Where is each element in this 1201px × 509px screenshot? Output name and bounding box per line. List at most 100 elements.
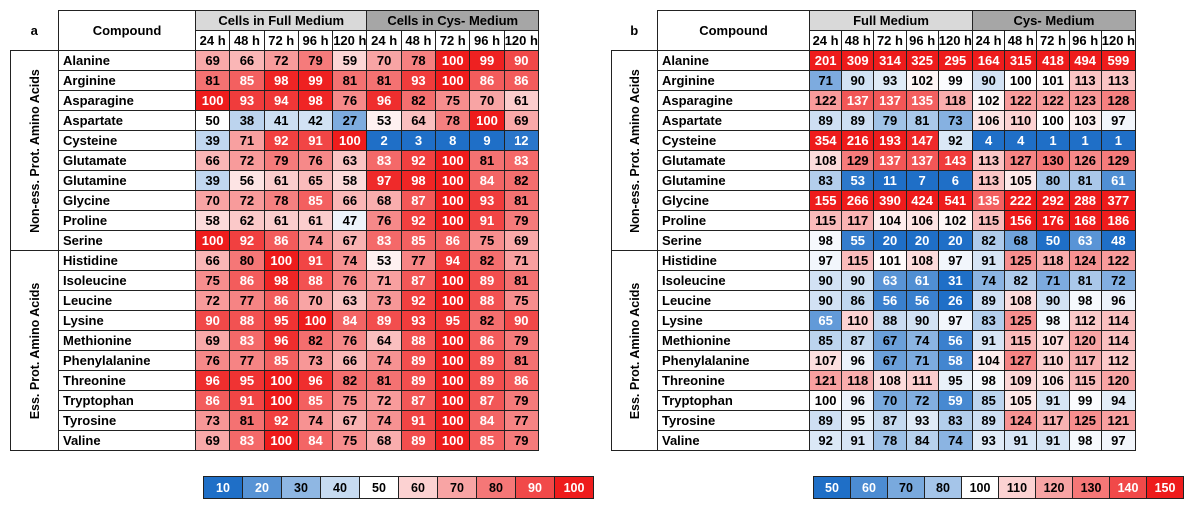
heatmap-cell: 115 (841, 250, 875, 271)
heatmap-cell: 96 (366, 90, 402, 111)
heatmap-cell: 95 (435, 310, 471, 331)
heatmap-cell: 78 (873, 430, 907, 451)
heatmap-cell: 72 (229, 190, 265, 211)
compound-name: Glycine (58, 190, 196, 211)
table-row: Aspartate 89 89 79 81 73 106 110 100 103 97 (612, 110, 1137, 131)
heatmap-cell: 93 (400, 310, 437, 331)
heatmap-cell: 100 (808, 390, 843, 411)
heatmap-cell: 70 (194, 190, 231, 211)
compound-name: Proline (58, 210, 196, 231)
category-label-wrap: Non-ess. Prot. Amino Acids (613, 52, 657, 250)
heatmap-cell: 110 (841, 310, 875, 331)
heatmap-cell: 89 (971, 410, 1006, 431)
heatmap-cell: 81 (366, 370, 402, 391)
heatmap-cell: 98 (263, 270, 299, 291)
table-row: Non-ess. Prot. Amino Acids Alanine 69 66 72 7… (10, 50, 539, 251)
heatmap-cell: 129 (841, 150, 875, 171)
heatmap-cell: 113 (1068, 70, 1102, 91)
time-header: 96 h (469, 30, 505, 51)
heatmap-cell: 147 (905, 130, 939, 151)
compound-name: Glycine (657, 190, 810, 211)
heatmap-cell: 97 (937, 310, 974, 331)
heatmap-cell: 85 (263, 350, 299, 371)
time-header: 120 h (332, 30, 368, 51)
table-row: Threonine 121 118 108 111 95 98 109 106 115 120 (612, 370, 1137, 391)
heatmap-cell: 424 (905, 190, 939, 211)
heatmap-cell: 89 (400, 350, 437, 371)
heatmap-cell: 68 (366, 430, 402, 451)
heatmap-cell: 70 (366, 50, 402, 71)
table-row: Aspartate 50 38 41 42 27 53 64 78 100 69 (11, 110, 539, 131)
heatmap-cell: 78 (263, 190, 299, 211)
heatmap-cell: 99 (937, 70, 974, 91)
compound-name: Phenylalanine (58, 350, 196, 371)
heatmap-cell: 100 (435, 410, 471, 431)
compound-name: Leucine (657, 290, 810, 311)
heatmap-cell: 65 (297, 170, 334, 191)
heatmap-cell: 70 (469, 90, 505, 111)
heatmap-cell: 137 (873, 90, 907, 111)
heatmap-cell: 56 (873, 290, 907, 311)
heatmap-cell: 117 (1068, 350, 1102, 371)
heatmap-cell: 74 (366, 410, 402, 431)
heatmap-cell: 102 (937, 210, 974, 231)
heatmap-cell: 82 (469, 310, 505, 331)
heatmap-cell: 128 (1100, 90, 1137, 111)
group-header-cys: Cys- Medium (972, 10, 1136, 31)
heatmap-cell: 85 (297, 190, 334, 211)
heatmap-cell: 38 (229, 110, 265, 131)
heatmap-cell: 86 (263, 230, 299, 251)
compound-name: Methionine (58, 330, 196, 351)
heatmap-cell: 72 (1100, 270, 1137, 291)
heatmap-cell: 95 (841, 410, 875, 431)
heatmap-cell: 71 (229, 130, 265, 151)
heatmap-cell: 79 (503, 430, 539, 451)
heatmap-cell: 47 (332, 210, 368, 231)
heatmap-cell: 89 (400, 370, 437, 391)
heatmap-cell: 288 (1068, 190, 1102, 211)
table-row: Arginine 71 90 93 102 99 90 100 101 113 113 (612, 70, 1137, 91)
heatmap-cell: 118 (841, 370, 875, 391)
heatmap-cell: 84 (905, 430, 939, 451)
table-row: Leucine 90 86 56 56 26 89 108 90 98 96 (612, 290, 1137, 311)
heatmap-cell: 93 (469, 190, 505, 211)
heatmap-cell: 61 (503, 90, 539, 111)
compound-name: Asparagine (58, 90, 196, 111)
heatmap-cell: 118 (937, 90, 974, 111)
heatmap-cell: 121 (1100, 410, 1137, 431)
heatmap-cell: 12 (503, 130, 539, 151)
heatmap-cell: 86 (263, 290, 299, 311)
heatmap-cell: 129 (1100, 150, 1137, 171)
heatmap-cell: 90 (808, 290, 843, 311)
heatmap-cell: 69 (503, 230, 539, 251)
heatmap-cell: 72 (905, 390, 939, 411)
legend-swatch: 70 (437, 476, 477, 499)
compound-name: Glutamate (657, 150, 810, 171)
heatmap-cell: 61 (905, 270, 939, 291)
heatmap-cell: 11 (873, 170, 907, 191)
legend-swatch: 10 (203, 476, 243, 499)
heatmap-cell: 91 (297, 250, 334, 271)
heatmap-cell: 42 (297, 110, 334, 131)
heatmap-cell: 98 (400, 170, 437, 191)
heatmap-cell: 90 (905, 310, 939, 331)
heatmap-cell: 81 (469, 150, 505, 171)
heatmap-cell: 92 (263, 410, 299, 431)
heatmap-cell: 77 (503, 410, 539, 431)
heatmap-cell: 193 (873, 130, 907, 151)
heatmap-cell: 127 (1004, 350, 1038, 371)
table-row: Glutamate 66 72 79 76 63 83 92 100 81 83 (11, 150, 539, 171)
time-header: 120 h (937, 30, 974, 51)
heatmap-cell: 88 (469, 290, 505, 311)
heatmap-cell: 9 (469, 130, 505, 151)
heatmap-cell: 93 (905, 410, 939, 431)
compound-name: Valine (657, 430, 810, 451)
heatmap-cell: 81 (503, 270, 539, 291)
heatmap-cell: 599 (1100, 50, 1137, 71)
heatmap-cell: 73 (194, 410, 231, 431)
table-row: Cysteine 39 71 92 91 100 2 3 8 9 12 (11, 130, 539, 151)
legend-swatch: 60 (850, 476, 888, 499)
heatmap-cell: 90 (841, 270, 875, 291)
